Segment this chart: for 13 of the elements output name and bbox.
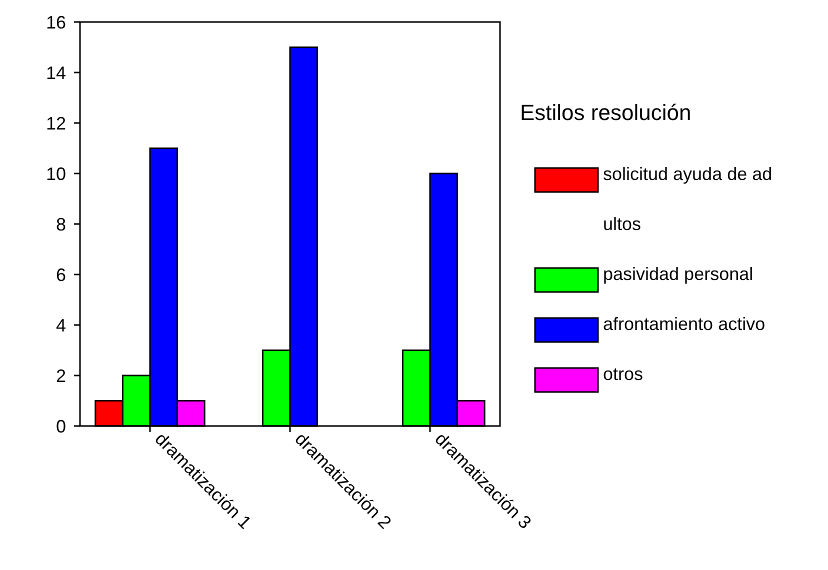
legend-label: afrontamiento activo [603,314,766,334]
legend-label: pasividad personal [603,264,754,284]
y-tick-label: 2 [56,366,66,386]
y-tick-label: 6 [56,264,66,285]
y-tick-label: 16 [46,12,66,32]
y-tick-label: 0 [56,416,66,436]
y-tick-label: 10 [46,164,66,184]
legend-title: Estilos resolución [520,100,692,125]
y-tick-label: 14 [46,62,66,83]
legend-label: otros [603,364,644,384]
y-tick-label: 8 [56,214,66,234]
y-tick-label: 12 [46,113,66,134]
y-tick-label: 4 [56,315,66,336]
